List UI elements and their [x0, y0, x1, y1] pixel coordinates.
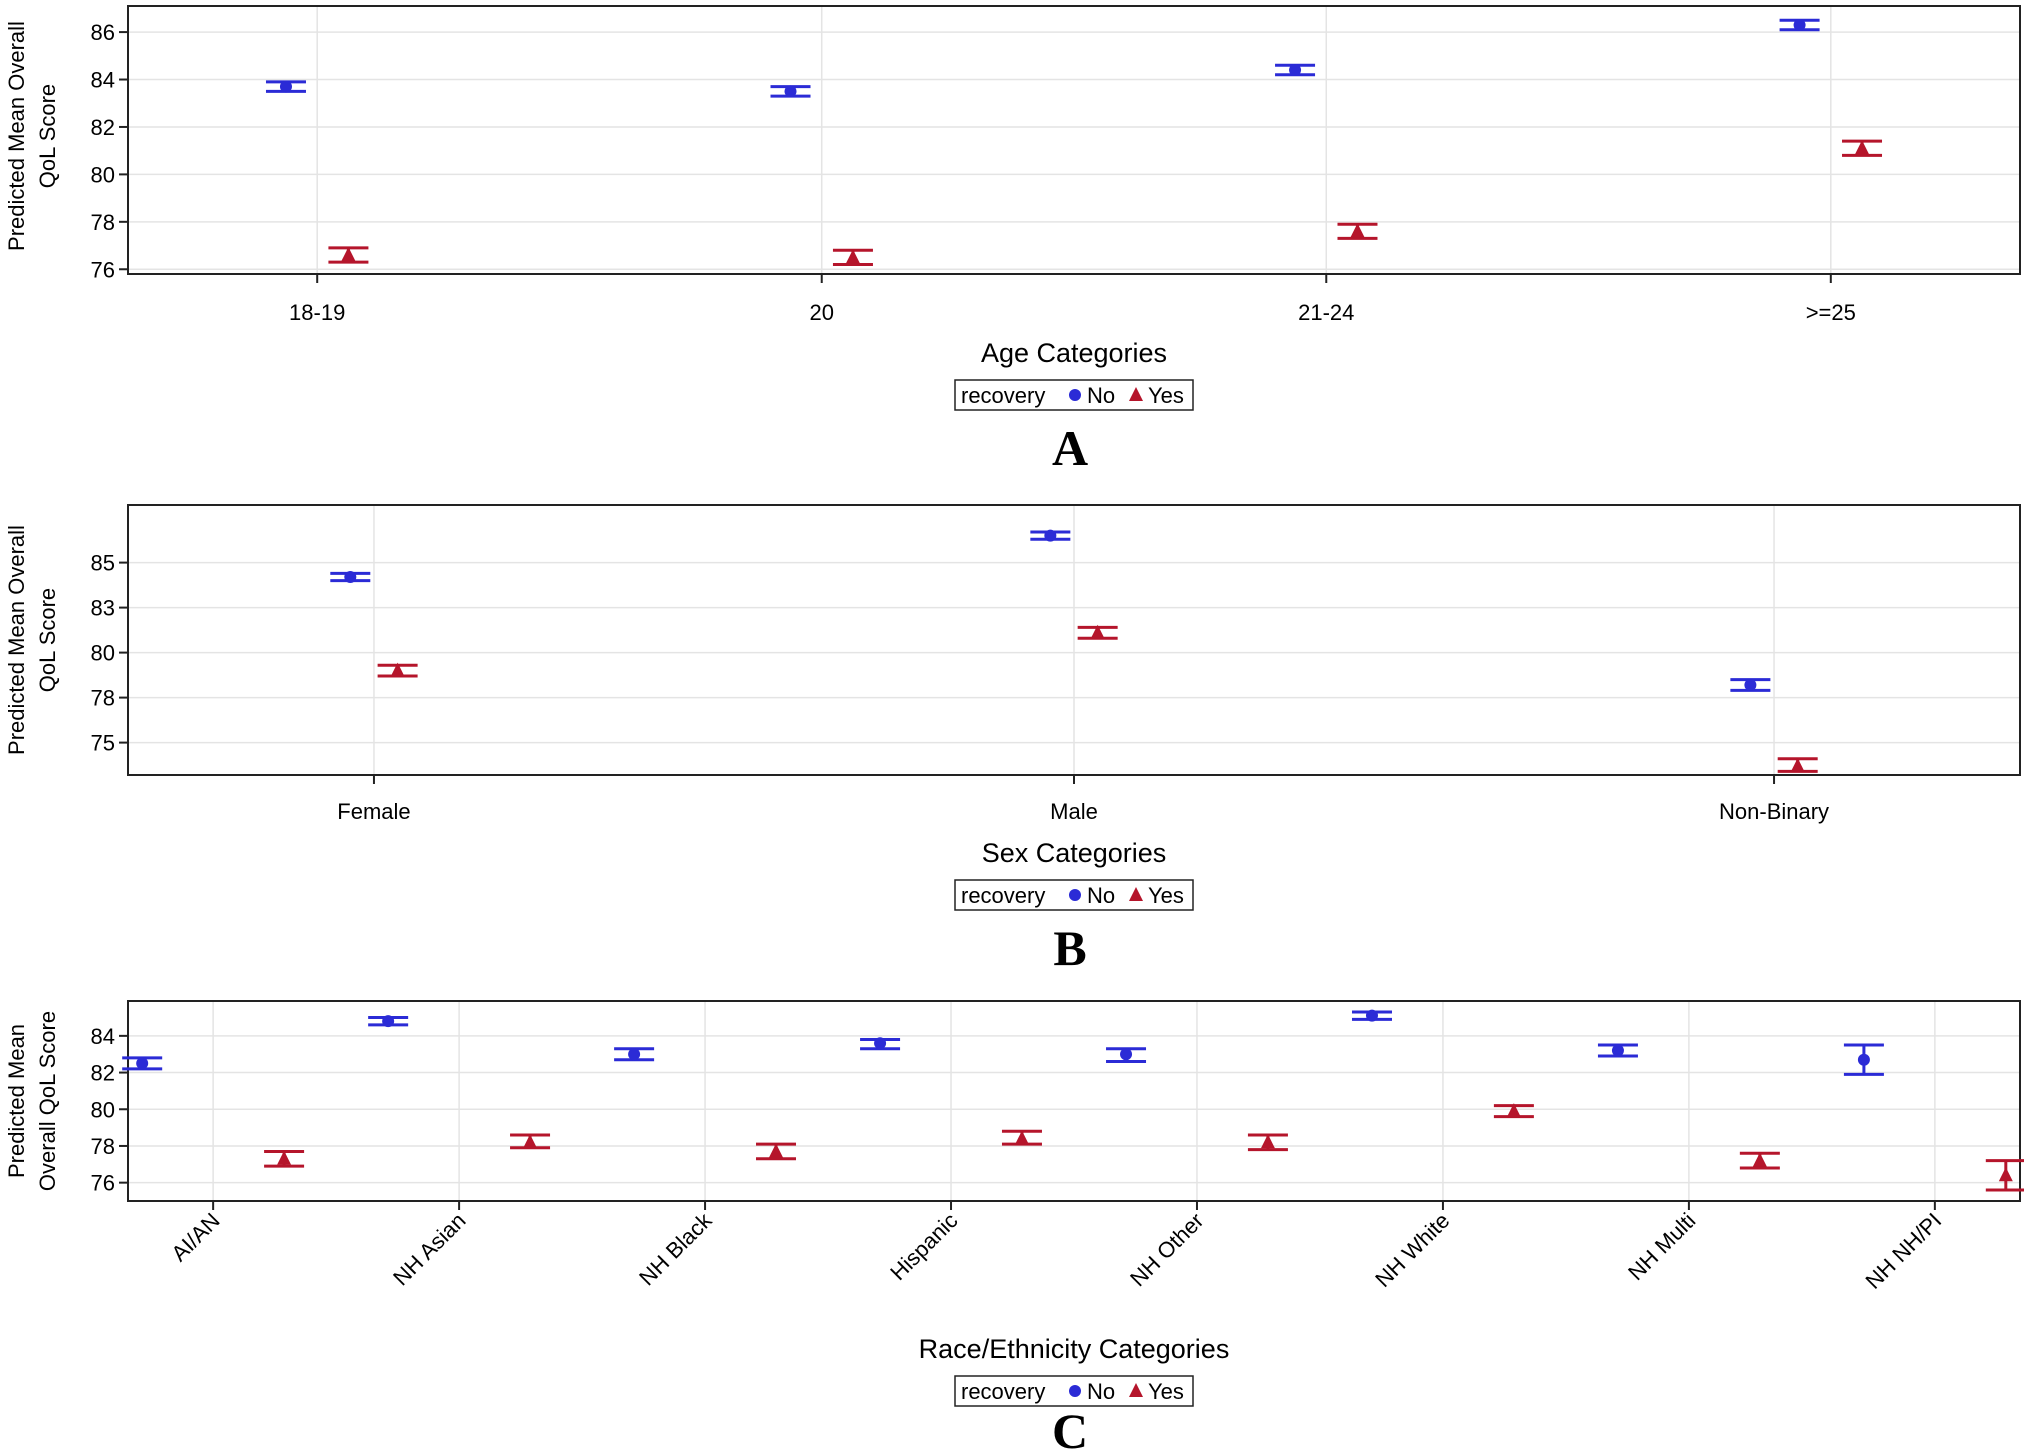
legend-no-label: No [1087, 883, 1115, 908]
point-no [628, 1048, 641, 1061]
point-no [279, 80, 292, 93]
y-axis-title: Overall QoL Score [35, 1011, 60, 1191]
panel-a: 76 78 80 82 84 86 18-19 20 21-24 >=25 Predicted Me… [4, 5, 2021, 476]
y-tick-label: 78 [91, 1134, 115, 1159]
y-axis-title: QoL Score [35, 588, 60, 692]
point-no [1793, 18, 1806, 31]
plot-frame [127, 5, 2021, 275]
series-no [122, 1009, 1884, 1076]
y-tick-label: 85 [91, 551, 115, 576]
y-tick-label: 76 [91, 1171, 115, 1196]
point-no [1857, 1053, 1870, 1066]
point-no [382, 1015, 395, 1028]
point-no [1044, 529, 1057, 542]
legend: recovery No Yes [954, 879, 1194, 911]
legend: recovery No Yes [954, 1375, 1194, 1407]
point-yes [1752, 1152, 1767, 1167]
point-no [1289, 64, 1302, 77]
point-no [1744, 679, 1757, 691]
series-yes [328, 139, 1883, 267]
legend: recovery No Yes [954, 379, 1194, 411]
y-tick-label: 83 [91, 596, 115, 621]
point-no [784, 85, 797, 98]
y-tick-label: 75 [91, 731, 115, 756]
series-no [265, 18, 1820, 98]
plot-frame [127, 1000, 2021, 1202]
series-yes [377, 624, 1818, 773]
y-tick-label: 78 [91, 210, 115, 235]
legend-no-label: No [1087, 383, 1115, 408]
legend-yes-label: Yes [1148, 1379, 1184, 1404]
point-no [1611, 1044, 1624, 1057]
y-axis-title: Predicted Mean [4, 1024, 29, 1178]
panel-label: B [1053, 920, 1086, 976]
x-tick-label: >=25 [1806, 300, 1856, 325]
point-yes [1090, 624, 1105, 639]
y-tick-label: 84 [91, 68, 115, 93]
point-yes [1790, 758, 1805, 772]
point-yes [845, 249, 860, 264]
point-no [1365, 1009, 1378, 1022]
legend-title: recovery [961, 883, 1045, 908]
legend-title: recovery [961, 383, 1045, 408]
point-yes [277, 1150, 292, 1165]
series-yes [264, 1103, 2024, 1192]
point-no [874, 1037, 887, 1050]
point-no [344, 571, 357, 583]
point-yes [390, 662, 405, 677]
y-axis-title: Predicted Mean Overall [4, 21, 29, 251]
point-yes [341, 247, 356, 262]
point-yes [523, 1134, 538, 1149]
point-yes [1855, 140, 1870, 155]
x-tick-label: 20 [809, 300, 833, 325]
y-tick-label: 76 [91, 257, 115, 282]
legend-no-marker [1069, 1385, 1081, 1397]
point-yes [1260, 1134, 1275, 1149]
y-tick-label: 82 [91, 115, 115, 140]
x-tick-label: 18-19 [289, 300, 345, 325]
panel-label: C [1052, 1403, 1088, 1450]
legend-no-marker [1069, 389, 1081, 401]
x-tick-label: Female [337, 799, 410, 824]
x-axis-title: Sex Categories [982, 838, 1167, 868]
point-no [136, 1057, 149, 1070]
point-yes [1506, 1103, 1521, 1118]
point-yes [1998, 1167, 2013, 1182]
legend-no-marker [1069, 889, 1081, 901]
panel-b: 75 78 80 83 85 Female Male Non-Binary Predicted … [4, 504, 2021, 976]
x-tick-label: 21-24 [1298, 300, 1354, 325]
legend-yes-label: Yes [1148, 383, 1184, 408]
legend-title: recovery [961, 1379, 1045, 1404]
x-axis-title: Race/Ethnicity Categories [919, 1334, 1230, 1364]
y-tick-label: 80 [91, 1097, 115, 1122]
series-no [330, 529, 1771, 692]
y-tick-label: 80 [91, 641, 115, 666]
y-axis-title: Predicted Mean Overall [4, 525, 29, 755]
point-yes [769, 1143, 784, 1158]
x-axis-title: Age Categories [981, 338, 1167, 368]
point-yes [1014, 1130, 1029, 1145]
point-yes [1350, 223, 1365, 238]
legend-yes-label: Yes [1148, 883, 1184, 908]
x-tick-label: Non-Binary [1719, 799, 1829, 824]
legend-yes-marker [1129, 1383, 1143, 1397]
y-tick-label: 86 [91, 20, 115, 45]
y-axis-title: QoL Score [35, 84, 60, 188]
panel-label: A [1052, 420, 1088, 476]
y-tick-label: 84 [91, 1024, 115, 1049]
y-tick-label: 78 [91, 686, 115, 711]
legend-yes-marker [1129, 887, 1143, 901]
y-tick-label: 80 [91, 162, 115, 187]
y-tick-label: 82 [91, 1061, 115, 1086]
x-tick-label: Male [1050, 799, 1098, 824]
legend-yes-marker [1129, 387, 1143, 401]
point-no [1120, 1048, 1133, 1061]
legend-no-label: No [1087, 1379, 1115, 1404]
